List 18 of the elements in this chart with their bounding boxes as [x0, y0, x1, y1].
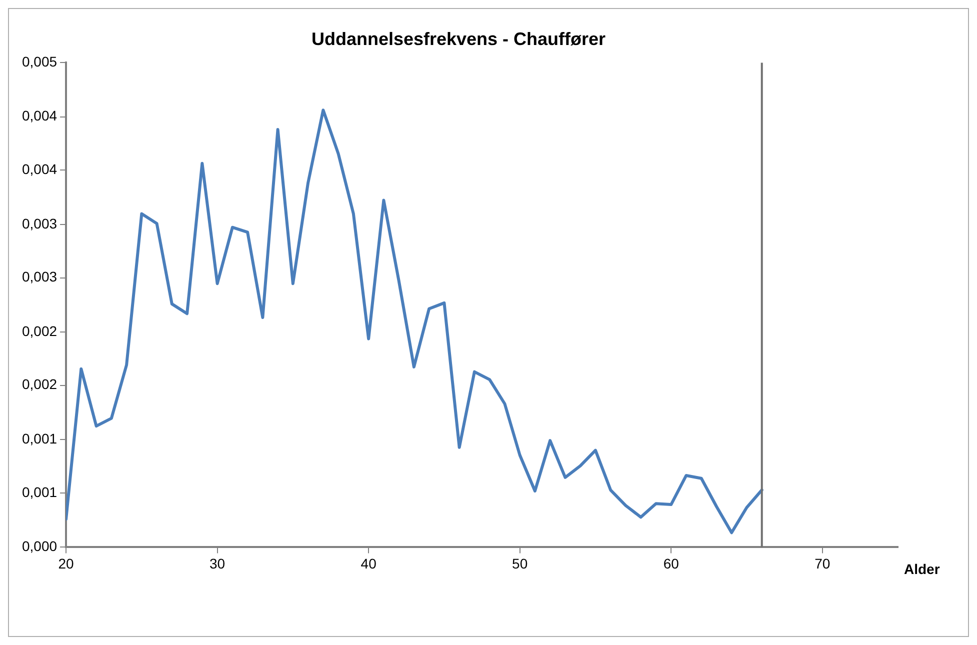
- x-tick-label: 70: [814, 555, 830, 572]
- y-tick-label: 0,001: [22, 430, 58, 446]
- y-tick-label: 0,005: [22, 53, 58, 70]
- x-tick-label: 30: [210, 555, 226, 572]
- y-tick-label: 0,002: [22, 322, 58, 339]
- y-tick-label: 0,004: [22, 161, 58, 178]
- y-tick-label: 0,002: [22, 376, 58, 392]
- chart-title: Uddannelsesfrekvens - Chauffører: [311, 28, 606, 49]
- x-tick-label: 20: [58, 555, 74, 572]
- y-tick-label: 0,001: [22, 484, 58, 500]
- x-axis-title: Alder: [904, 561, 940, 578]
- y-tick-label: 0,000: [22, 538, 58, 554]
- x-tick-label: 60: [663, 555, 680, 572]
- x-tick-label: 50: [512, 555, 528, 572]
- y-tick-label: 0,004: [22, 108, 58, 124]
- y-tick-label: 0,003: [22, 215, 58, 232]
- y-tick-label: 0,003: [22, 268, 58, 285]
- x-tick-label: 40: [360, 555, 377, 572]
